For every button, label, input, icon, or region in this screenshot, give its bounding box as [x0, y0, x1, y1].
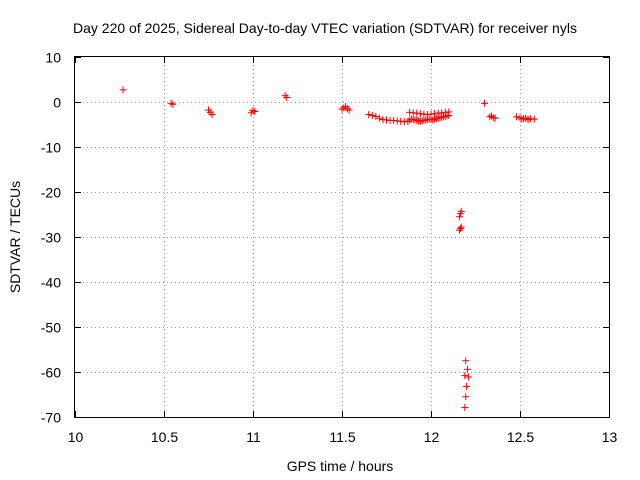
data-point [457, 207, 465, 215]
data-point [461, 404, 469, 412]
x-tick-label: 12.5 [507, 429, 534, 445]
y-tick-label: -10 [41, 140, 61, 156]
x-tick-label: 10.5 [151, 429, 178, 445]
data-point [480, 99, 488, 107]
data-point [283, 94, 291, 101]
y-axis-label: SDTVAR / TECUs [7, 181, 23, 293]
x-tick-label: 11 [246, 429, 261, 445]
y-tick-label: 0 [53, 95, 61, 111]
data-point [281, 92, 289, 100]
data-point [445, 108, 453, 116]
x-tick-label: 10 [68, 429, 84, 445]
data-point [462, 393, 470, 401]
y-tick-label: -70 [41, 410, 61, 426]
x-tick-label: 11.5 [329, 429, 355, 445]
data-point [455, 213, 463, 221]
data-point [375, 114, 383, 122]
data-point [512, 113, 520, 121]
data-point [488, 112, 496, 120]
y-tick-label: -50 [41, 320, 61, 336]
data-point [530, 115, 538, 123]
plot-frame [74, 56, 610, 418]
data-point [345, 106, 353, 114]
y-tick-label: 10 [45, 50, 61, 66]
data-point [464, 373, 472, 381]
x-tick-labels: 10 10.5 11 11.5 12 12.5 13 [68, 429, 618, 445]
data-point [455, 226, 463, 234]
y-tick-labels: 10 0 -10 -20 -30 -40 -50 -60 -70 [41, 50, 61, 426]
x-tick-label: 12 [424, 429, 440, 445]
y-tick-label: -60 [41, 365, 61, 381]
y-tick-label: -20 [41, 185, 61, 201]
grid-lines [75, 57, 609, 417]
data-point [167, 99, 175, 107]
data-point [251, 107, 259, 115]
data-point [491, 114, 499, 122]
data-point [457, 223, 465, 231]
data-point [429, 116, 437, 124]
y-tick-label: -40 [41, 275, 61, 291]
data-point [208, 111, 216, 119]
data-point [461, 372, 469, 380]
data-point [462, 357, 470, 365]
data-point [365, 111, 373, 119]
y-tick-label: -30 [41, 230, 61, 246]
data-points [119, 86, 538, 412]
data-point [343, 105, 351, 113]
chart-title: Day 220 of 2025, Sidereal Day-to-day VTE… [73, 20, 577, 36]
data-point [368, 112, 376, 119]
x-axis-label: GPS time / hours [287, 458, 394, 474]
x-tick-label: 13 [602, 429, 618, 445]
data-point [486, 113, 494, 121]
data-point [119, 86, 127, 94]
data-point [463, 365, 471, 373]
data-point [456, 224, 464, 232]
data-point [249, 107, 257, 115]
data-point [340, 104, 348, 112]
data-point [463, 382, 471, 390]
data-point [169, 100, 177, 108]
data-point [404, 117, 412, 125]
data-point [372, 112, 380, 120]
